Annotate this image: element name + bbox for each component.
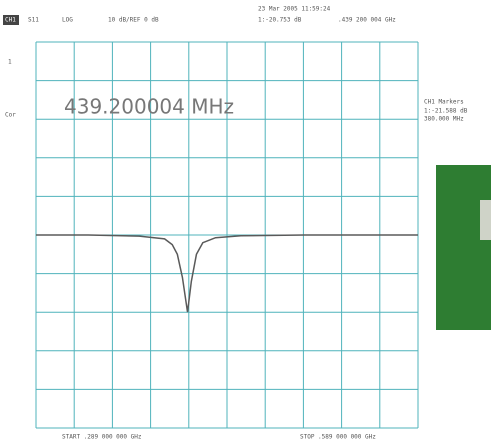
correction: Cor bbox=[5, 112, 16, 119]
scale: 10 dB/REF 0 dB bbox=[108, 17, 159, 24]
start-label: START .289 000 000 GHz bbox=[62, 434, 142, 441]
marker-number: 1 bbox=[8, 59, 12, 66]
marker-value: 1:-20.753 dB bbox=[258, 17, 302, 24]
timestamp: 23 Mar 2005 11:59:24 bbox=[258, 6, 331, 13]
marker-freq: .439 200 004 GHz bbox=[338, 17, 396, 24]
photo-object bbox=[480, 200, 491, 240]
channel: CH1 bbox=[5, 17, 16, 24]
channel-badge bbox=[3, 15, 19, 25]
marker-readout: 439.200004 MHz bbox=[64, 95, 234, 119]
parameter: S11 bbox=[28, 17, 39, 24]
marker-panel-freq: 380.000 MHz bbox=[424, 116, 464, 123]
marker-panel-title: CH1 Markers bbox=[424, 99, 464, 106]
format: LOG bbox=[62, 17, 73, 24]
trace bbox=[36, 234, 418, 313]
marker-panel-value: 1:-21.588 dB bbox=[424, 108, 468, 115]
stop-label: STOP .589 000 000 GHz bbox=[300, 434, 376, 441]
photo bbox=[436, 165, 491, 330]
